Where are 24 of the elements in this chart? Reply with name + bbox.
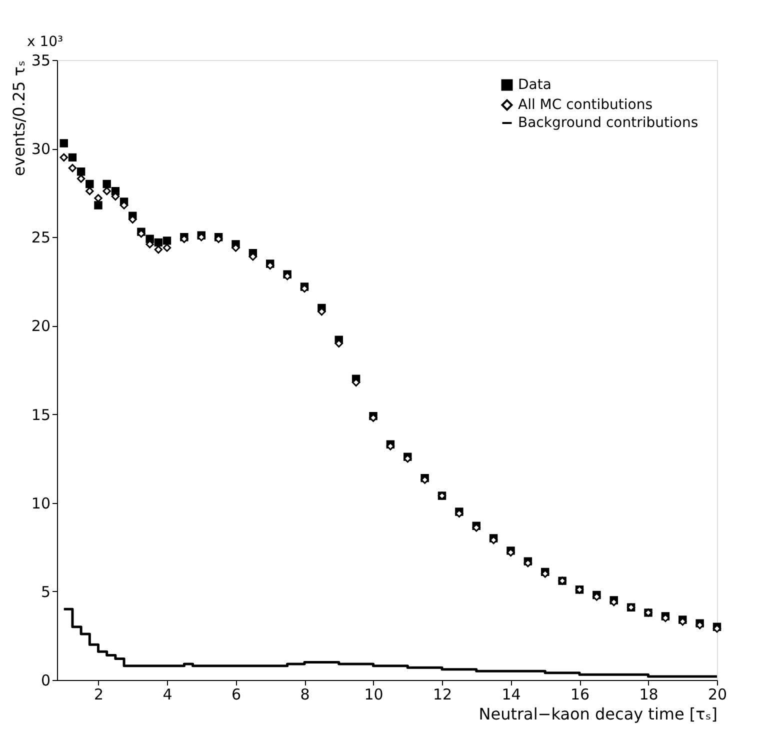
x-tick-label: 12 xyxy=(432,686,452,704)
y-tick-label: 30 xyxy=(31,140,50,158)
y-tick-label: 10 xyxy=(31,494,50,512)
x-tick-label: 18 xyxy=(639,686,658,704)
legend-label: Data xyxy=(518,77,552,93)
x-tick-label: 20 xyxy=(708,686,728,704)
x-tick-label: 4 xyxy=(162,686,172,704)
y-tick-label: 35 xyxy=(31,52,50,70)
y-axis-title: events/0.25 τₛ xyxy=(9,60,28,176)
y-tick-label: 15 xyxy=(31,406,50,424)
x-tick-label: 2 xyxy=(94,686,104,704)
x-tick-label: 10 xyxy=(364,686,384,704)
legend-label: All MC contibutions xyxy=(518,97,652,113)
y-tick-label: 20 xyxy=(31,317,50,336)
x-tick-label: 6 xyxy=(231,686,242,704)
y-tick-label: 0 xyxy=(40,672,50,690)
legend-label: Background contributions xyxy=(518,115,698,131)
x-axis-title: Neutral−kaon decay time [τₛ] xyxy=(478,704,718,724)
x-tick-label: 8 xyxy=(300,686,310,704)
text: x 10³ xyxy=(27,34,64,50)
y-tick-label: 25 xyxy=(31,228,50,247)
y-tick-label: 5 xyxy=(40,582,50,601)
x-tick-label: 16 xyxy=(570,686,590,704)
x-tick-label: 14 xyxy=(502,686,521,704)
